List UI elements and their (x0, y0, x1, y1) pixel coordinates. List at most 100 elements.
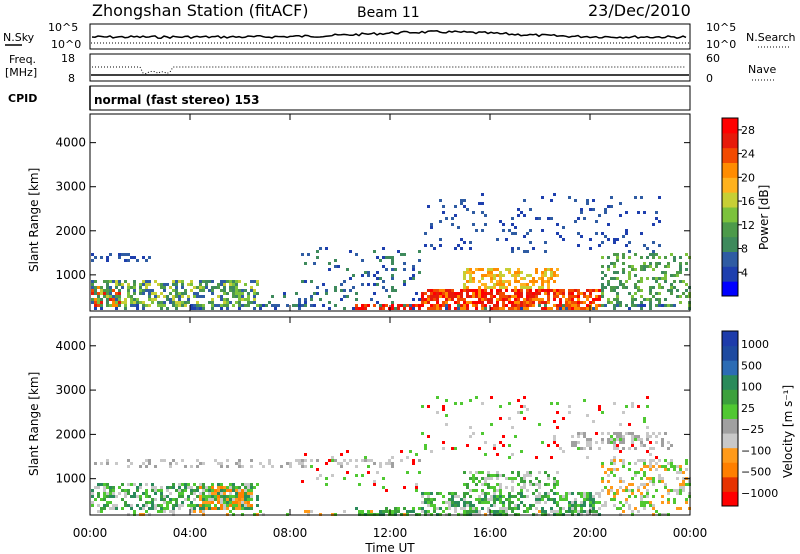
heatmap-cell (622, 253, 625, 256)
heatmap-cell (661, 286, 664, 289)
heatmap-cell (553, 295, 556, 298)
heatmap-cell (355, 307, 358, 310)
heatmap-cell (211, 492, 214, 495)
heatmap-cell (565, 510, 568, 513)
heatmap-cell (115, 307, 118, 310)
heatmap-cell (217, 492, 220, 495)
heatmap-cell (127, 489, 130, 492)
heatmap-cell (631, 444, 634, 447)
heatmap-cell (232, 280, 235, 283)
heatmap-cell (559, 292, 562, 295)
heatmap-cell (631, 295, 634, 298)
heatmap-cell (127, 459, 130, 462)
heatmap-cell (340, 462, 343, 465)
heatmap-cell (511, 426, 514, 429)
heatmap-cell (496, 268, 499, 271)
heatmap-cell (430, 498, 433, 501)
heatmap-cell (499, 489, 502, 492)
heatmap-cell (637, 280, 640, 283)
heatmap-cell (130, 286, 133, 289)
heatmap-cell (205, 498, 208, 501)
heatmap-cell (604, 211, 607, 214)
heatmap-cell (253, 307, 256, 310)
heatmap-cell (127, 289, 130, 292)
heatmap-cell (487, 268, 490, 271)
heatmap-cell (115, 504, 118, 507)
heatmap-cell (577, 289, 580, 292)
heatmap-cell (421, 432, 424, 435)
heatmap-cell (241, 304, 244, 307)
freq-tick-high: 18 (61, 52, 75, 65)
colorbar-frame (721, 330, 739, 507)
heatmap-cell (118, 298, 121, 301)
heatmap-cell (220, 483, 223, 486)
heatmap-cell (529, 480, 532, 483)
heatmap-cell (121, 498, 124, 501)
heatmap-cell (616, 259, 619, 262)
heatmap-cell (322, 283, 325, 286)
heatmap-cell (586, 202, 589, 205)
heatmap-cell (535, 295, 538, 298)
heatmap-cell (481, 489, 484, 492)
heatmap-cell (286, 304, 289, 307)
heatmap-cell (220, 498, 223, 501)
y-tick-label: 1000 (55, 268, 86, 282)
heatmap-cell (529, 280, 532, 283)
heatmap-cell (454, 492, 457, 495)
heatmap-cell (121, 283, 124, 286)
heatmap-cell (649, 447, 652, 450)
heatmap-cell (187, 495, 190, 498)
heatmap-cell (658, 480, 661, 483)
heatmap-cell (553, 498, 556, 501)
heatmap-cell (643, 507, 646, 510)
heatmap-cell (163, 510, 166, 513)
heatmap-cell (166, 283, 169, 286)
heatmap-cell (499, 492, 502, 495)
heatmap-cell (481, 277, 484, 280)
heatmap-cell (631, 405, 634, 408)
heatmap-cell (472, 489, 475, 492)
heatmap-cell (202, 510, 205, 513)
heatmap-cell (520, 411, 523, 414)
heatmap-cell (181, 280, 184, 283)
heatmap-cell (154, 486, 157, 489)
heatmap-cell (640, 307, 643, 310)
heatmap-cell (616, 489, 619, 492)
heatmap-cell (250, 495, 253, 498)
heatmap-cell (613, 504, 616, 507)
heatmap-cell (607, 468, 610, 471)
heatmap-cell (649, 253, 652, 256)
heatmap-cell (502, 304, 505, 307)
heatmap-cell (652, 447, 655, 450)
heatmap-cell (391, 259, 394, 262)
heatmap-cell (415, 486, 418, 489)
heatmap-cell (550, 307, 553, 310)
heatmap-cell (541, 271, 544, 274)
heatmap-cell (232, 283, 235, 286)
heatmap-cell (547, 301, 550, 304)
heatmap-cell (433, 507, 436, 510)
heatmap-cell (652, 277, 655, 280)
heatmap-cell (190, 307, 193, 310)
heatmap-cell (484, 298, 487, 301)
heatmap-cell (427, 298, 430, 301)
heatmap-cell (649, 435, 652, 438)
heatmap-cell (91, 298, 94, 301)
heatmap-cell (94, 462, 97, 465)
heatmap-cell (556, 411, 559, 414)
heatmap-cell (184, 304, 187, 307)
heatmap-cell (238, 465, 241, 468)
heatmap-cell (199, 486, 202, 489)
heatmap-cell (457, 501, 460, 504)
heatmap-cell (211, 304, 214, 307)
heatmap-cell (508, 477, 511, 480)
heatmap-cell (601, 432, 604, 435)
heatmap-cell (199, 280, 202, 283)
heatmap-cell (538, 217, 541, 220)
heatmap-cell (103, 498, 106, 501)
heatmap-cell (244, 283, 247, 286)
heatmap-cell (637, 489, 640, 492)
heatmap-cell (208, 507, 211, 510)
heatmap-cell (127, 483, 130, 486)
heatmap-cell (193, 507, 196, 510)
